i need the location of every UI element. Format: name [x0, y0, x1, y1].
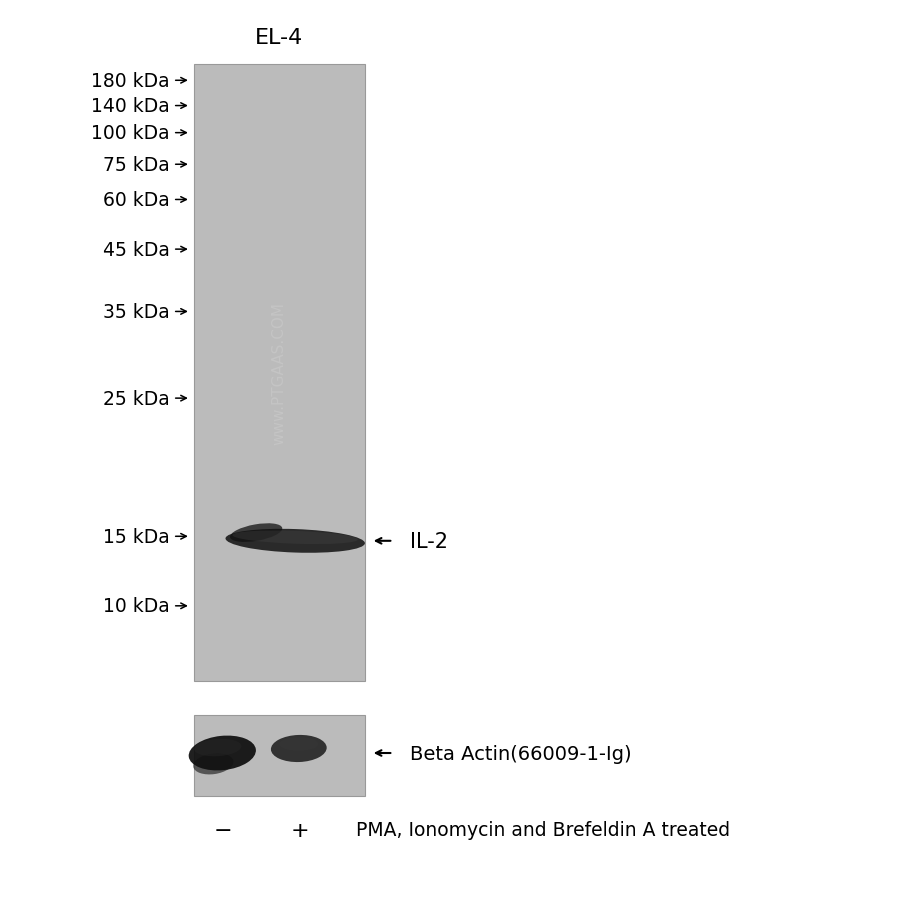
Ellipse shape	[230, 524, 283, 542]
Ellipse shape	[279, 737, 319, 750]
Text: 75 kDa: 75 kDa	[104, 155, 170, 175]
Text: 25 kDa: 25 kDa	[104, 389, 170, 409]
Ellipse shape	[232, 531, 358, 545]
Text: EL-4: EL-4	[255, 28, 303, 48]
Text: 140 kDa: 140 kDa	[92, 97, 170, 116]
Bar	[194, 715, 364, 796]
Text: Beta Actin(66009-1-Ig): Beta Actin(66009-1-Ig)	[410, 743, 631, 763]
Ellipse shape	[194, 753, 233, 775]
Text: 180 kDa: 180 kDa	[92, 71, 170, 91]
Bar	[194, 65, 364, 681]
Text: −: −	[214, 820, 232, 840]
Ellipse shape	[226, 529, 364, 553]
Text: IL-2: IL-2	[410, 531, 447, 551]
Text: www.PTGAAS.COM: www.PTGAAS.COM	[272, 301, 286, 445]
Ellipse shape	[194, 739, 241, 757]
Text: 45 kDa: 45 kDa	[104, 240, 170, 260]
Text: 15 kDa: 15 kDa	[104, 527, 170, 547]
Text: 10 kDa: 10 kDa	[104, 596, 170, 616]
Ellipse shape	[271, 735, 327, 762]
Ellipse shape	[189, 736, 256, 770]
Text: 100 kDa: 100 kDa	[92, 124, 170, 143]
Text: 60 kDa: 60 kDa	[104, 190, 170, 210]
Text: 35 kDa: 35 kDa	[104, 302, 170, 322]
Text: PMA, Ionomycin and Brefeldin A treated: PMA, Ionomycin and Brefeldin A treated	[356, 820, 730, 840]
Text: +: +	[291, 820, 309, 840]
